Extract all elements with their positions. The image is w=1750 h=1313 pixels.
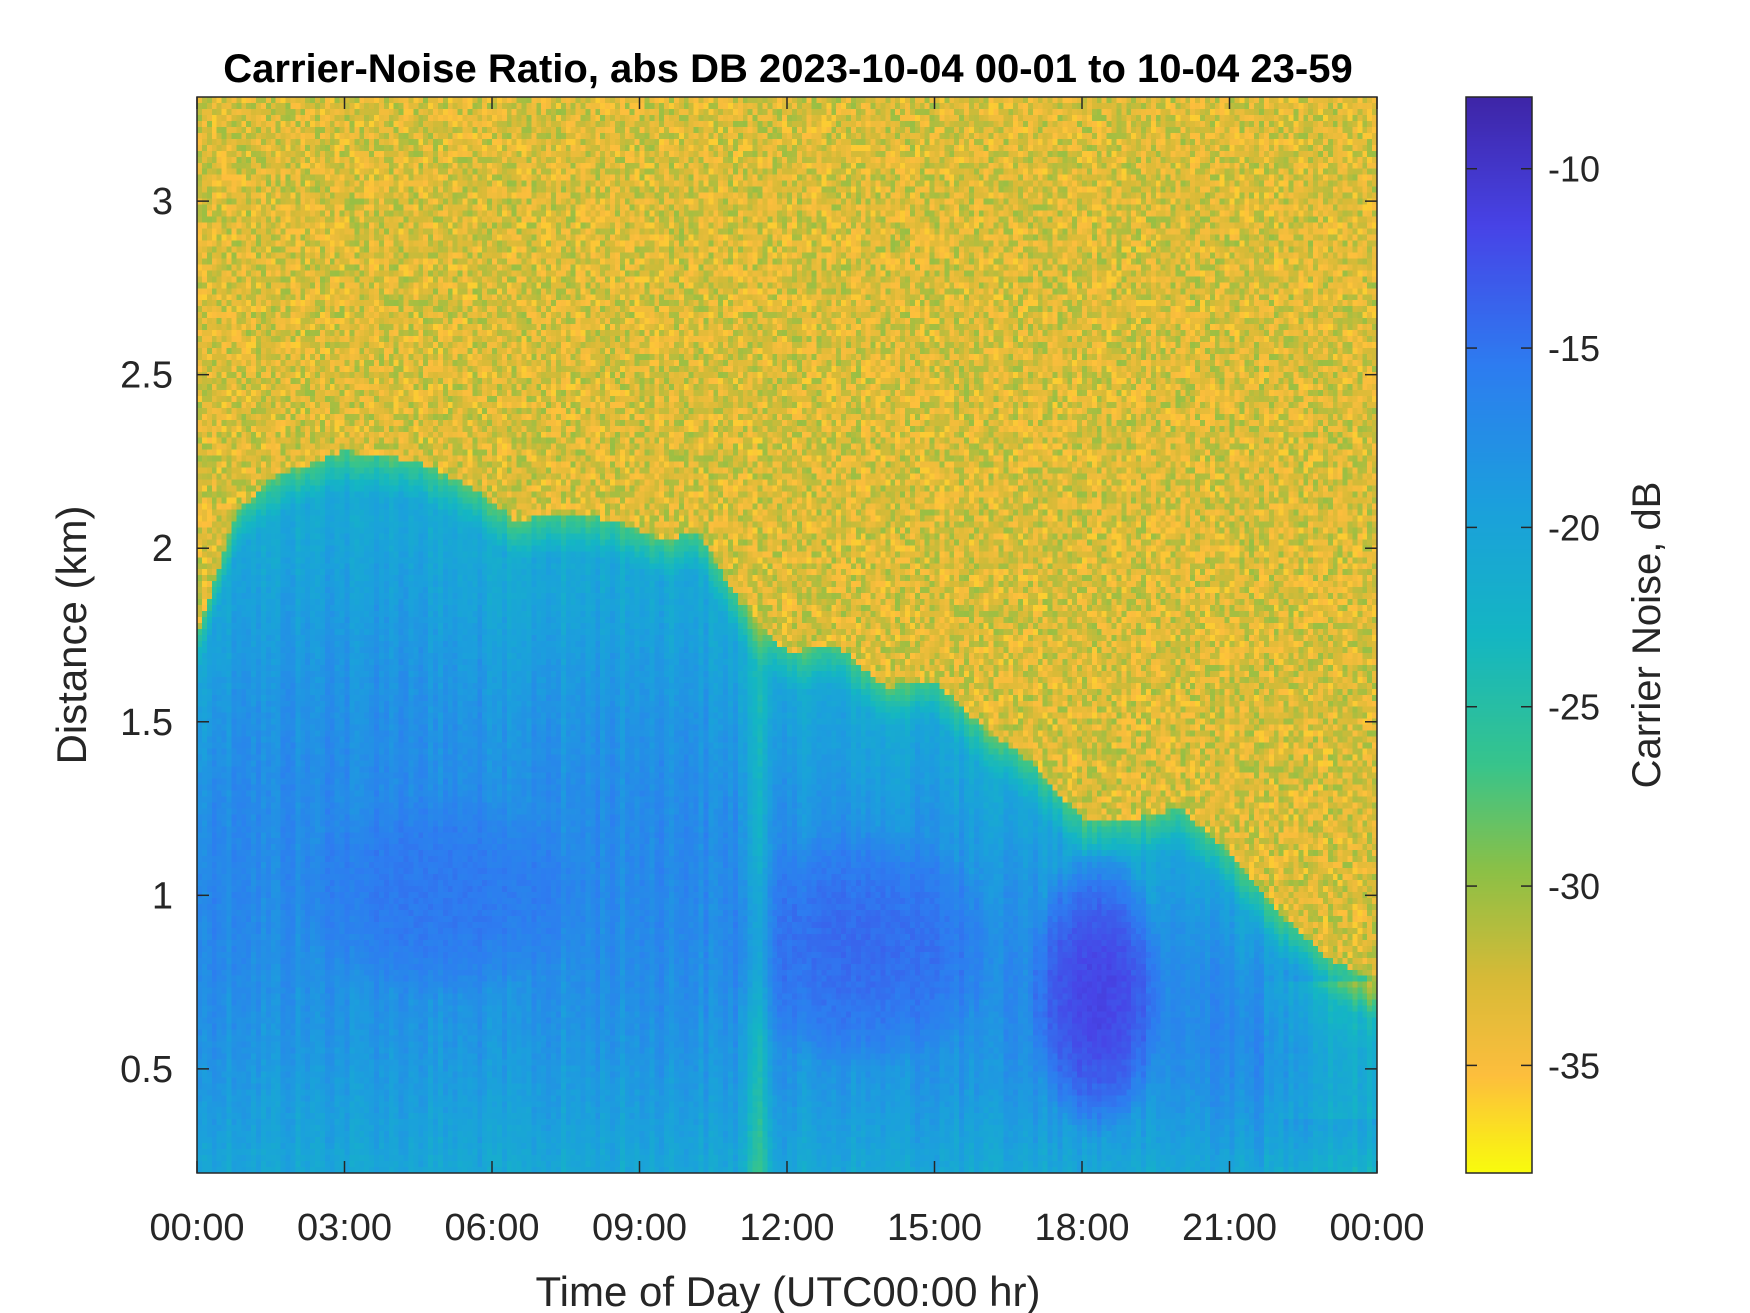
- colorbar-tick-label: -25: [1548, 687, 1600, 728]
- x-tick-label: 15:00: [887, 1207, 982, 1249]
- colorbar: [1466, 97, 1532, 1173]
- x-tick-label: 03:00: [297, 1207, 392, 1249]
- x-tick-label: 00:00: [1329, 1207, 1424, 1249]
- heatmap: [197, 97, 1377, 1173]
- x-axis: 00:00 03:00 06:00 09:00 12:00 15:00 18:00 21:00…: [149, 97, 1425, 1249]
- y-tick-label: 2: [152, 528, 173, 570]
- y-tick-label: 0.5: [120, 1049, 173, 1091]
- y-tick-label: 2.5: [120, 355, 173, 397]
- x-tick-label: 09:00: [592, 1207, 687, 1249]
- colorbar-frame: [1465, 96, 1533, 1174]
- colorbar-ticks: -10 -15 -20 -25 -30 -35: [1466, 149, 1600, 1086]
- x-axis-label: Time of Day (UTC00:00 hr): [536, 1268, 1041, 1313]
- colorbar-label: Carrier Noise, dB: [1625, 482, 1669, 789]
- colorbar-gradient: [1466, 97, 1532, 1173]
- heatmap-cells: [197, 97, 1377, 1173]
- colorbar-tick-label: -10: [1548, 149, 1600, 190]
- x-tick-label: 18:00: [1034, 1207, 1129, 1249]
- y-axis-label: Distance (km): [48, 505, 95, 764]
- x-tick-label: 06:00: [444, 1207, 539, 1249]
- x-tick-label: 00:00: [149, 1207, 244, 1249]
- y-tick-label: 1: [152, 875, 173, 917]
- y-tick-label: 3: [152, 181, 173, 223]
- colorbar-tick-label: -20: [1548, 507, 1600, 548]
- x-tick-label: 12:00: [739, 1207, 834, 1249]
- chart-title: Carrier-Noise Ratio, abs DB 2023-10-04 0…: [223, 47, 1352, 91]
- colorbar-tick-label: -35: [1548, 1045, 1600, 1086]
- colorbar-tick-label: -15: [1548, 328, 1600, 369]
- y-axis: 0.5 1 1.5 2 2.5 3: [120, 181, 1377, 1091]
- colorbar-tick-label: -30: [1548, 866, 1600, 907]
- x-tick-label: 21:00: [1182, 1207, 1277, 1249]
- y-tick-label: 1.5: [120, 702, 173, 744]
